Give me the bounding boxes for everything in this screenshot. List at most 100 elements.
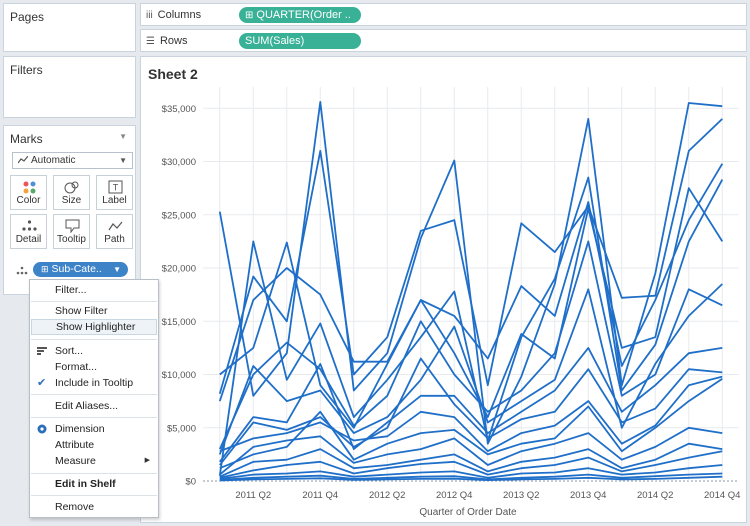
chart-series — [218, 101, 724, 482]
chevron-down-icon: ▼ — [113, 265, 121, 274]
y-tick-label: $25,000 — [162, 210, 196, 221]
tooltip-label: Tooltip — [57, 234, 86, 245]
x-tick-label: 2013 Q2 — [503, 490, 539, 501]
path-button[interactable]: Path — [96, 214, 133, 249]
x-tick-label: 2013 Q4 — [570, 490, 606, 501]
pages-card[interactable]: Pages — [3, 3, 136, 52]
sub-category-pill-label: Sub-Cate.. — [51, 263, 102, 275]
columns-label-text: Columns — [157, 9, 202, 21]
menu-item-format[interactable]: Format... — [31, 359, 157, 375]
marks-menu-caret-icon[interactable]: ▼ — [119, 132, 127, 141]
series-line-7[interactable] — [218, 283, 723, 455]
series-line-8[interactable] — [219, 346, 723, 463]
series-line-9[interactable] — [219, 375, 723, 453]
menu-separator — [31, 495, 157, 496]
sort-icon — [37, 347, 47, 355]
x-axis-title: Quarter of Order Date — [419, 507, 517, 518]
x-tick-label: 2011 Q2 — [235, 490, 271, 501]
label-button[interactable]: T Label — [96, 175, 133, 210]
line-chart[interactable]: $0 $5,000 $10,000 $15,000 $20,000 $25,000 $30,… — [141, 57, 746, 522]
submenu-arrow-icon: ▶ — [144, 457, 150, 464]
series-line-16[interactable] — [219, 475, 723, 482]
plus-box-icon: ⊞ — [41, 264, 49, 274]
quarter-order-date-pill[interactable]: ⊞ QUARTER(Order .. — [239, 7, 361, 23]
series-line-15[interactable] — [219, 472, 723, 481]
series-line-13[interactable] — [219, 450, 723, 479]
sub-category-pill[interactable]: ⊞ Sub-Cate.. ▼ — [33, 262, 128, 277]
mark-type-dropdown[interactable]: Automatic ▼ — [12, 152, 133, 169]
menu-separator — [31, 473, 157, 474]
color-icon — [23, 181, 36, 194]
sheet-view: Sheet 2 $0 $5,000 $10,000 $15,000 $20,000 $25… — [140, 56, 747, 523]
rows-shelf[interactable]: ☰ Rows SUM(Sales) — [140, 29, 747, 52]
series-line-14[interactable] — [219, 464, 723, 480]
y-tick-label: $0 — [185, 477, 196, 488]
menu-item-attribute[interactable]: Attribute — [31, 437, 157, 453]
columns-icon: iii — [146, 10, 153, 21]
menu-item-measure-label: Measure — [55, 455, 96, 467]
menu-item-show-filter[interactable]: Show Filter — [31, 303, 157, 319]
menu-separator — [31, 301, 157, 302]
menu-item-edit-in-shelf-label: Edit in Shelf — [55, 478, 116, 490]
menu-separator — [31, 417, 157, 418]
sum-sales-pill-label: SUM(Sales) — [245, 35, 305, 47]
menu-separator — [31, 339, 157, 340]
series-line-3[interactable] — [218, 176, 724, 476]
check-icon: ✔ — [37, 377, 47, 389]
rows-shelf-label: ☰ Rows — [146, 35, 187, 47]
menu-item-show-highlighter[interactable]: Show Highlighter — [31, 319, 157, 335]
series-line-5[interactable] — [218, 163, 724, 402]
x-tick-label: 2012 Q2 — [369, 490, 405, 501]
menu-item-dimension-label: Dimension — [55, 423, 105, 435]
menu-item-attribute-label: Attribute — [55, 439, 95, 451]
pages-title: Pages — [10, 10, 45, 24]
columns-shelf[interactable]: iii Columns ⊞ QUARTER(Order .. — [140, 3, 747, 26]
menu-item-edit-in-shelf[interactable]: Edit in Shelf — [31, 476, 157, 492]
menu-item-measure[interactable]: Measure ▶ — [31, 453, 157, 469]
series-line-6[interactable] — [218, 240, 723, 450]
menu-item-remove-label: Remove — [55, 501, 95, 513]
detail-button[interactable]: Detail — [10, 214, 47, 249]
menu-item-dimension[interactable]: Dimension — [31, 421, 157, 437]
menu-item-edit-aliases[interactable]: Edit Aliases... — [31, 398, 157, 414]
detail-label: Detail — [15, 234, 42, 245]
y-tick-label: $5,000 — [167, 423, 196, 434]
menu-item-remove[interactable]: Remove — [31, 499, 157, 515]
mark-type-label: Automatic — [31, 155, 76, 166]
series-line-17[interactable] — [219, 357, 723, 466]
x-tick-label: 2014 Q2 — [637, 490, 673, 501]
menu-item-show-highlighter-label: Show Highlighter — [56, 321, 136, 333]
tooltip-button[interactable]: Tooltip — [53, 214, 90, 249]
y-tick-label: $15,000 — [162, 317, 196, 328]
marks-card: Marks ▼ Automatic ▼ Color Size T Label — [3, 125, 136, 295]
series-line-10[interactable] — [219, 378, 723, 470]
detail-icon — [22, 220, 37, 231]
series-line-4[interactable] — [219, 187, 724, 429]
label-icon: T — [108, 180, 123, 194]
x-tick-label: 2012 Q4 — [436, 490, 472, 501]
filters-title: Filters — [10, 63, 43, 77]
rows-label-text: Rows — [159, 35, 188, 47]
menu-item-filter[interactable]: Filter... — [31, 282, 157, 298]
color-button[interactable]: Color — [10, 175, 47, 210]
radio-selected-icon — [37, 424, 47, 434]
tooltip-icon — [65, 219, 80, 233]
columns-shelf-label: iii Columns — [146, 9, 201, 21]
menu-item-sort-label: Sort... — [55, 345, 84, 357]
menu-item-include-in-tooltip[interactable]: ✔ Include in Tooltip — [31, 375, 157, 391]
menu-item-sort[interactable]: Sort... — [31, 343, 157, 359]
chevron-down-icon: ▼ — [119, 156, 127, 165]
sum-sales-pill[interactable]: SUM(Sales) — [239, 33, 361, 49]
series-line-12[interactable] — [219, 442, 723, 478]
menu-item-include-in-tooltip-label: Include in Tooltip — [55, 377, 134, 389]
path-icon — [108, 221, 123, 231]
size-button[interactable]: Size — [53, 175, 90, 210]
series-line-2[interactable] — [218, 118, 723, 394]
filters-card[interactable]: Filters — [3, 56, 136, 118]
series-line-11[interactable] — [219, 426, 723, 476]
y-tick-label: $35,000 — [162, 104, 196, 115]
field-context-menu: Filter... Show Filter Show Highlighter S… — [29, 279, 159, 518]
x-tick-label: 2011 Q4 — [302, 490, 338, 501]
menu-item-format-label: Format... — [55, 361, 98, 373]
